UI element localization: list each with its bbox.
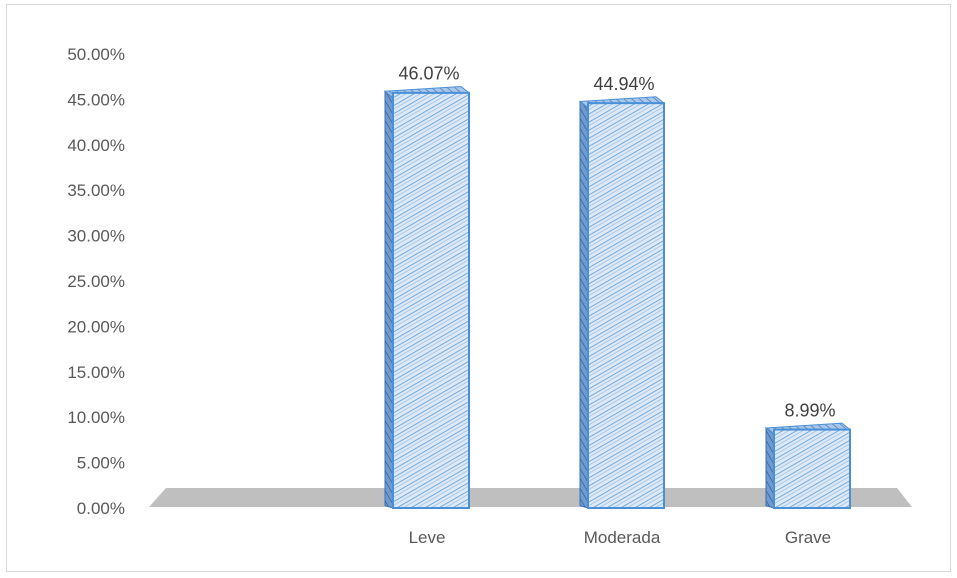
bar-chart: 0.00% 5.00% 10.00% 15.00% 20.00% 25.00% 30.00%…	[67, 45, 912, 547]
y-tick-label: 40.00%	[67, 136, 125, 155]
bar-front	[392, 91, 470, 509]
y-tick-label: 20.00%	[67, 317, 125, 336]
bars	[383, 85, 852, 509]
bar-side	[579, 100, 589, 509]
y-tick-label: 5.00%	[77, 454, 125, 473]
x-category-label: Moderada	[584, 528, 661, 547]
bar-grave	[764, 422, 852, 509]
data-label: 8.99%	[784, 400, 835, 420]
data-label: 44.94%	[593, 74, 654, 94]
bar-front	[587, 102, 665, 509]
y-axis: 0.00% 5.00% 10.00% 15.00% 20.00% 25.00% 30.00%…	[67, 45, 125, 518]
bar-front	[773, 428, 851, 509]
x-category-label: Leve	[409, 528, 446, 547]
chart-frame: 0.00% 5.00% 10.00% 15.00% 20.00% 25.00% 30.00%…	[6, 4, 951, 572]
data-label: 46.07%	[398, 64, 459, 84]
y-tick-label: 35.00%	[67, 181, 125, 200]
data-labels: 46.07% 44.94% 8.99%	[398, 64, 835, 421]
floor-layer	[149, 488, 912, 507]
x-axis: Leve Moderada Grave	[409, 528, 832, 547]
y-tick-label: 45.00%	[67, 90, 125, 109]
y-tick-label: 0.00%	[77, 499, 125, 518]
bar-side	[765, 426, 775, 509]
y-tick-label: 15.00%	[67, 363, 125, 382]
bar-moderada	[578, 96, 666, 509]
x-category-label: Grave	[785, 528, 831, 547]
y-tick-label: 25.00%	[67, 272, 125, 291]
y-tick-label: 10.00%	[67, 408, 125, 427]
bar-leve	[383, 85, 471, 509]
y-tick-label: 30.00%	[67, 227, 125, 246]
y-tick-label: 50.00%	[67, 45, 125, 64]
bar-side	[384, 90, 394, 509]
chart-floor	[149, 488, 912, 507]
